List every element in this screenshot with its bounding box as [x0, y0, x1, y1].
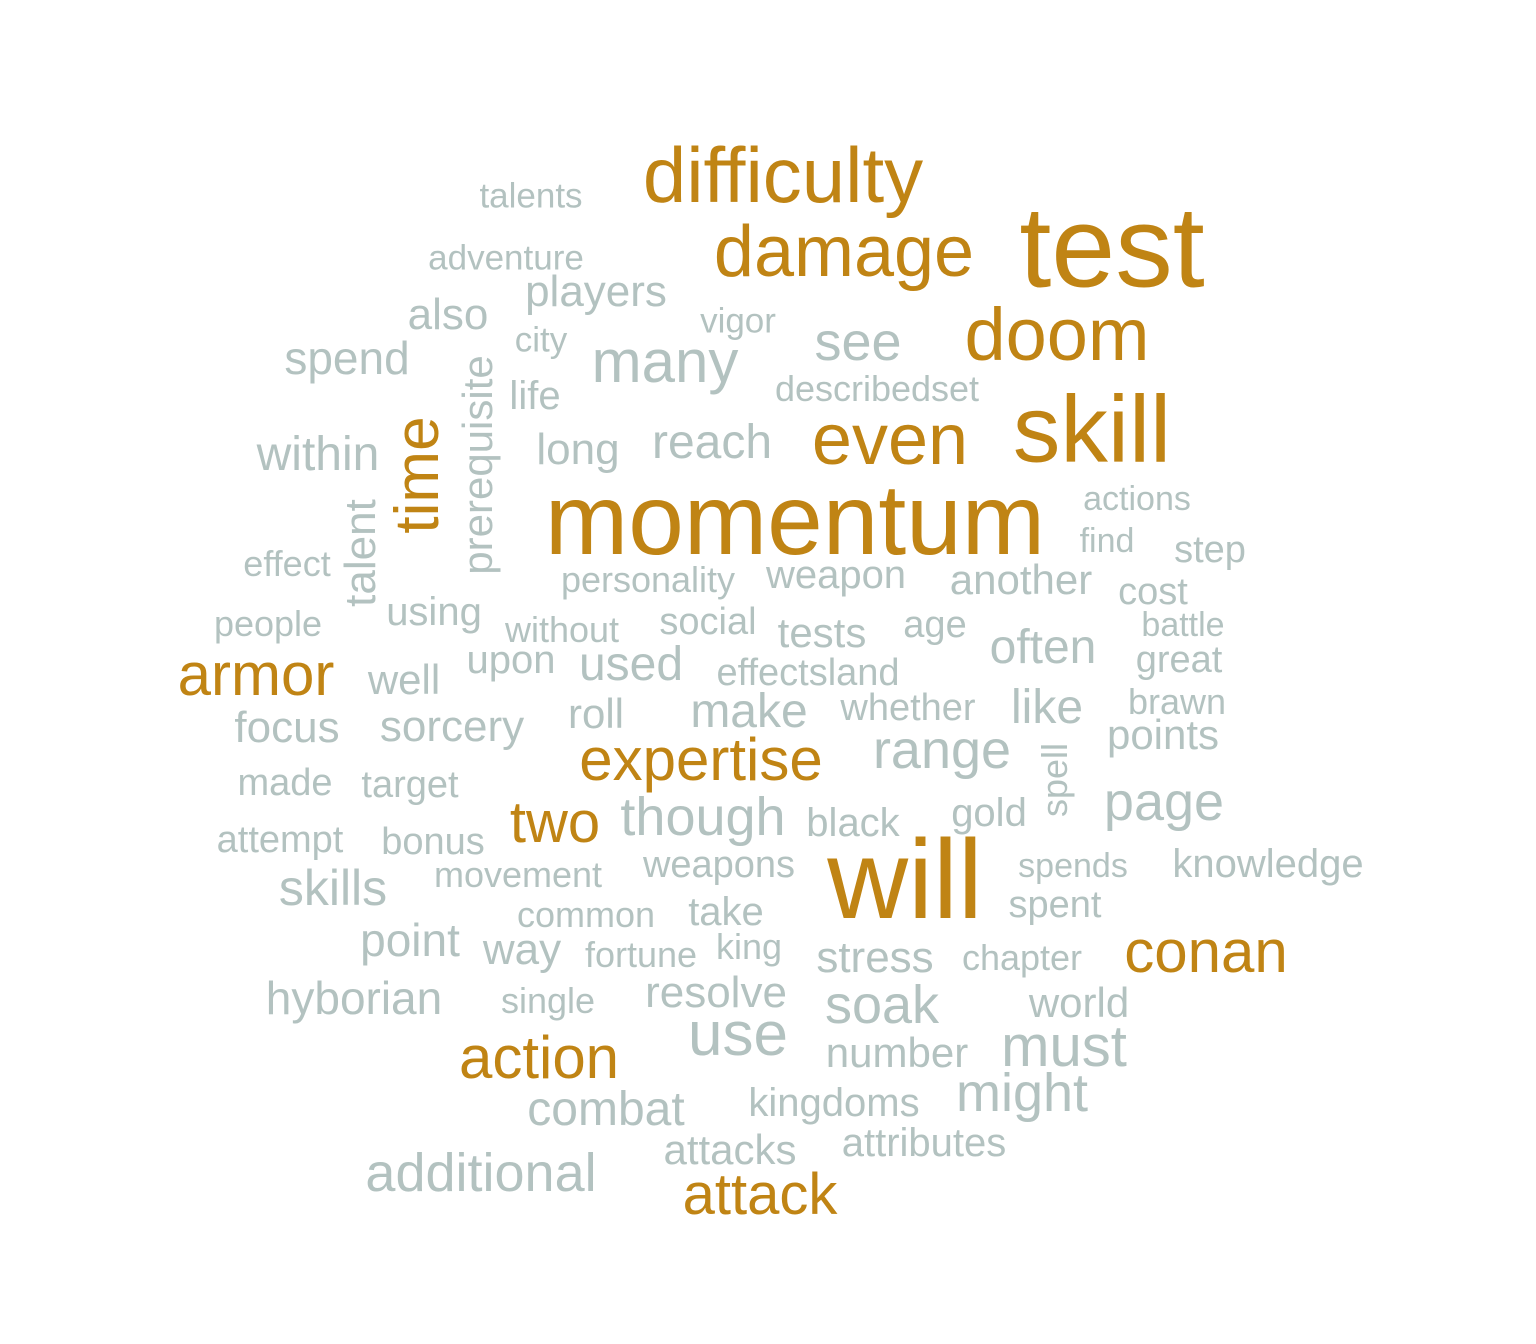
word-using: using — [386, 590, 482, 634]
word-weapon: weapon — [765, 553, 907, 597]
word-use: use — [688, 1000, 788, 1069]
word-number: number — [825, 1029, 969, 1076]
word-black: black — [806, 801, 900, 845]
word-test: test — [1019, 183, 1205, 312]
word-describedset: describedset — [774, 368, 980, 409]
word-reach: reach — [651, 416, 773, 469]
word-players: players — [525, 267, 667, 316]
word-kingdoms: kingdoms — [748, 1081, 920, 1125]
word-another: another — [949, 556, 1093, 603]
word-common: common — [516, 894, 656, 935]
word-battle: battle — [1141, 606, 1225, 644]
word-often: often — [989, 621, 1097, 674]
word-find: find — [1079, 522, 1135, 560]
word-effect: effect — [243, 543, 331, 584]
word-without: without — [504, 609, 620, 650]
word-knowledge: knowledge — [1172, 842, 1364, 886]
word-spend: spend — [284, 332, 410, 384]
word-conan: conan — [1124, 918, 1288, 985]
word-king: king — [715, 926, 783, 967]
word-gold: gold — [951, 791, 1027, 835]
word-spends: spends — [1018, 847, 1128, 885]
word-talents: talents — [479, 176, 583, 216]
word-stress: stress — [816, 933, 934, 982]
word-hyborian: hyborian — [265, 972, 443, 1024]
word-spell: spell — [1034, 742, 1075, 818]
word-must: must — [1001, 1014, 1127, 1079]
word-fortune: fortune — [584, 934, 698, 975]
word-attempt: attempt — [216, 819, 344, 861]
word-adventure: adventure — [428, 238, 584, 278]
word-difficulty: difficulty — [642, 131, 924, 219]
word-world: world — [1028, 979, 1130, 1026]
word-whether: whether — [840, 687, 976, 729]
word-points: points — [1106, 711, 1220, 758]
word-time: time — [383, 416, 452, 534]
word-cost: cost — [1118, 571, 1188, 613]
word-bonus: bonus — [381, 821, 485, 863]
word-brawn: brawn — [1127, 681, 1227, 722]
word-well: well — [367, 656, 441, 703]
word-prerequisite: prerequisite — [454, 355, 501, 575]
word-point: point — [360, 914, 460, 966]
word-made: made — [237, 762, 333, 804]
word-people: people — [213, 603, 323, 644]
word-actions: actions — [1083, 480, 1191, 518]
word-like: like — [1010, 681, 1084, 734]
word-page: page — [1103, 772, 1225, 832]
word-tests: tests — [777, 609, 867, 656]
word-combat: combat — [527, 1083, 685, 1136]
word-single: single — [500, 980, 596, 1021]
word-within: within — [256, 428, 380, 481]
word-two: two — [509, 790, 601, 855]
word-skill: skill — [1012, 376, 1172, 483]
word-talent: talent — [336, 499, 385, 607]
word-though: though — [620, 787, 786, 847]
word-see: see — [814, 312, 902, 372]
word-long: long — [536, 425, 620, 474]
word-step: step — [1174, 529, 1246, 571]
word-spent: spent — [1008, 884, 1102, 926]
word-city: city — [514, 320, 568, 360]
word-action: action — [458, 1024, 620, 1091]
word-momentum: momentum — [544, 464, 1046, 576]
word-will: will — [827, 817, 983, 942]
word-attributes: attributes — [841, 1121, 1007, 1165]
word-additional: additional — [365, 1143, 597, 1203]
word-even: even — [811, 400, 969, 480]
word-target: target — [361, 764, 459, 806]
word-way: way — [482, 925, 562, 974]
word-effectsland: effectsland — [716, 652, 900, 694]
word-roll: roll — [567, 690, 625, 737]
word-armor: armor — [177, 641, 335, 708]
word-sorcery: sorcery — [379, 702, 525, 751]
word-also: also — [407, 290, 489, 339]
word-focus: focus — [234, 703, 340, 752]
word-attacks: attacks — [663, 1126, 797, 1173]
word-soak: soak — [824, 975, 940, 1035]
word-doom: doom — [964, 293, 1150, 376]
word-great: great — [1135, 639, 1223, 681]
word-personality: personality — [560, 559, 736, 600]
word-age: age — [903, 604, 967, 646]
word-skills: skills — [278, 860, 388, 916]
word-damage: damage — [713, 212, 975, 292]
word-weapons: weapons — [642, 844, 796, 886]
word-expertise: expertise — [579, 726, 823, 793]
word-might: might — [955, 1063, 1089, 1123]
word-range: range — [872, 720, 1012, 780]
word-used: used — [578, 638, 684, 691]
word-chapter: chapter — [961, 937, 1083, 978]
word-upon: upon — [466, 638, 556, 682]
word-vigor: vigor — [700, 301, 776, 341]
word-resolve: resolve — [645, 968, 787, 1017]
word-make: make — [690, 685, 808, 738]
word-many: many — [591, 328, 739, 395]
word-attack: attack — [682, 1162, 838, 1227]
word-movement: movement — [433, 854, 603, 895]
word-social: social — [659, 601, 757, 643]
word-take: take — [688, 890, 764, 934]
word-life: life — [509, 374, 561, 418]
